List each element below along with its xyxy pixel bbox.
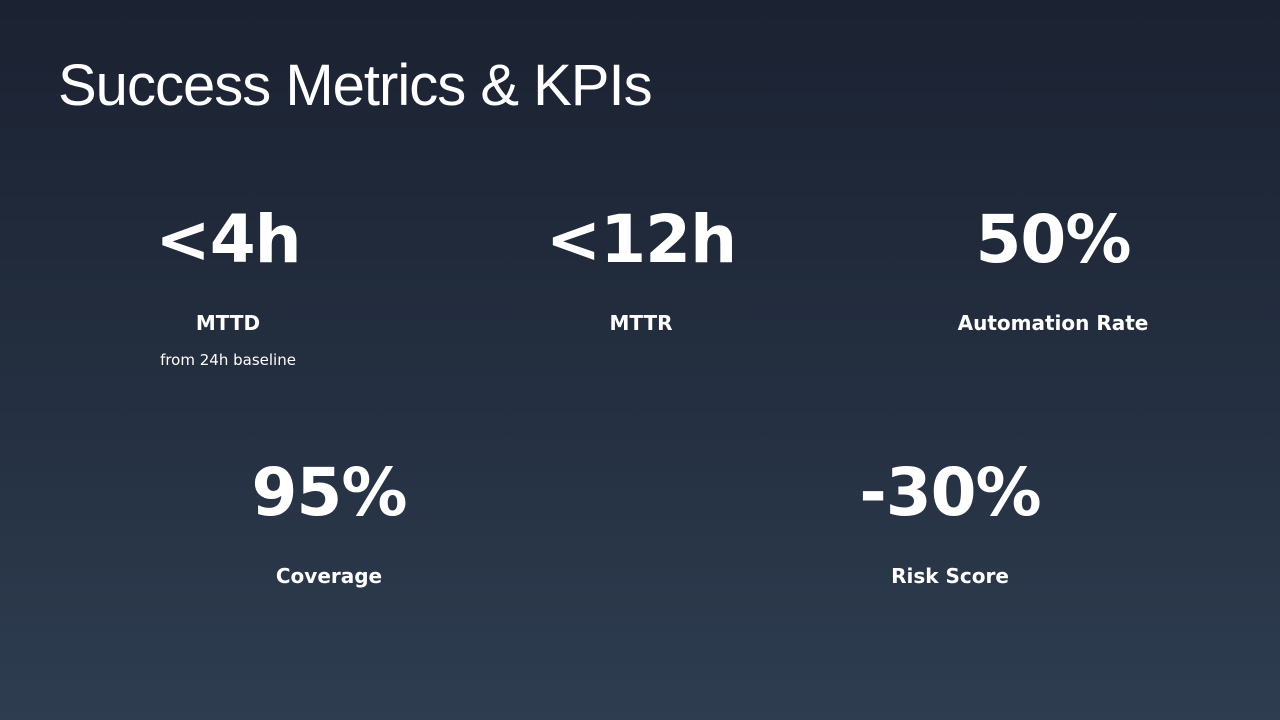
metric-subtext: from 24h baseline bbox=[160, 351, 296, 369]
metric-label: MTTR bbox=[609, 311, 673, 335]
page-title: Success Metrics & KPIs bbox=[58, 53, 653, 118]
metric-value: -30% bbox=[859, 454, 1041, 531]
metric-label: Risk Score bbox=[891, 564, 1009, 588]
metric-value: <12h bbox=[545, 201, 737, 278]
metric-label: MTTD bbox=[195, 311, 261, 335]
metric-risk-score: -30% Risk Score bbox=[750, 453, 1150, 589]
metric-label: Coverage bbox=[275, 564, 383, 588]
metric-label: Automation Rate bbox=[957, 311, 1149, 335]
metric-automation-rate: 50% Automation Rate bbox=[853, 200, 1253, 336]
metric-mttd: <4h MTTD from 24h baseline bbox=[28, 200, 428, 370]
metric-value: 50% bbox=[975, 201, 1132, 278]
metric-value: 95% bbox=[251, 454, 408, 531]
metric-coverage: 95% Coverage bbox=[129, 453, 529, 589]
metric-value: <4h bbox=[155, 201, 301, 278]
metric-mttr: <12h MTTR bbox=[441, 200, 841, 336]
